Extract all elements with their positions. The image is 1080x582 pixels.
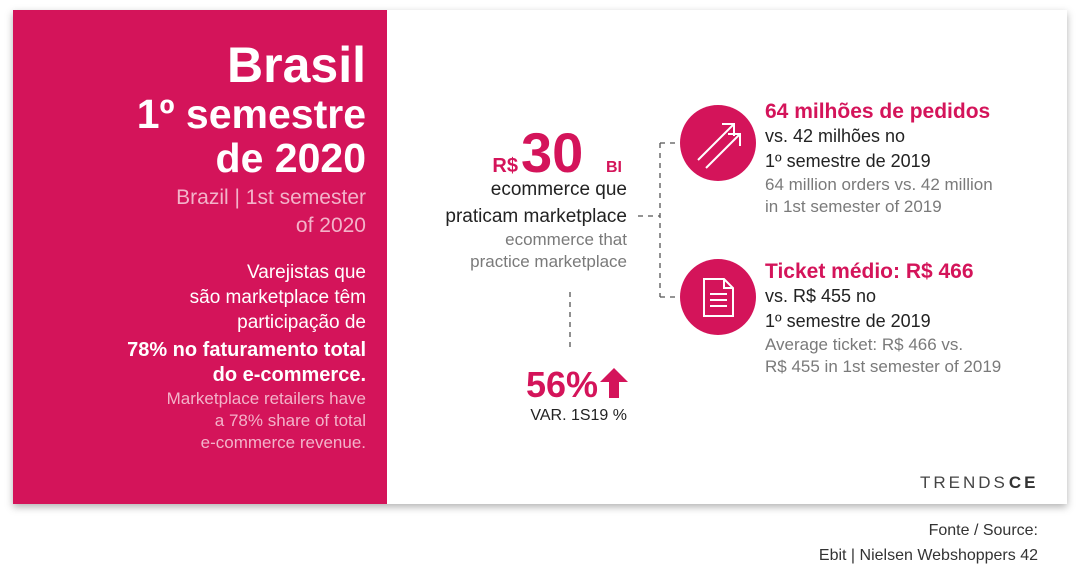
title: de 2020: [216, 135, 366, 181]
label-pt: ecommerce que: [491, 179, 627, 200]
stat-compare-pt: vs. R$ 455 no: [765, 286, 876, 306]
title: 1º semestre: [137, 91, 366, 137]
label-pt: praticam marketplace: [445, 206, 627, 227]
title: Brasil: [227, 37, 366, 93]
stat-compare-en: Average ticket: R$ 466 vs.: [765, 335, 963, 354]
stat-compare-en: in 1st semester of 2019: [765, 197, 942, 216]
text-en: e-commerce revenue.: [201, 433, 366, 452]
logo-bold: CE: [1009, 473, 1039, 492]
orders-icon: [680, 105, 756, 181]
text-pt: participação de: [237, 312, 366, 333]
stat-compare-en: R$ 455 in 1st semester of 2019: [765, 357, 1001, 376]
footer: Ebit | Nielsen Webshoppers 42: [819, 547, 1038, 564]
text-en: a 78% share of total: [215, 411, 366, 430]
stat-headline: Ticket médio: R$ 466: [765, 260, 974, 283]
stat-compare-en: 64 million orders vs. 42 million: [765, 175, 993, 194]
ticket-icon: [680, 259, 756, 335]
text-pt-bold: 78% no faturamento total: [127, 339, 366, 361]
currency: R$: [492, 155, 518, 177]
stat-compare-pt: 1º semestre de 2019: [765, 151, 931, 171]
text-pt-bold: do e-commerce.: [213, 364, 366, 386]
text-pt: são marketplace têm: [190, 287, 366, 308]
stat-compare-pt: 1º semestre de 2019: [765, 311, 931, 331]
label-en: practice marketplace: [470, 252, 627, 271]
unit: BI: [606, 159, 622, 176]
subtitle: Brazil | 1st semester: [176, 186, 366, 209]
logo: TRENDS: [920, 473, 1008, 492]
variation: 56%: [526, 364, 598, 405]
stat-compare-pt: vs. 42 milhões no: [765, 126, 905, 146]
connectors: [569, 142, 678, 352]
subtitle: of 2020: [296, 214, 366, 237]
ticket-document: [703, 278, 734, 317]
footer: Fonte / Source:: [929, 522, 1038, 539]
text-pt: Varejistas que: [247, 262, 366, 283]
orders-arrows: [697, 123, 741, 169]
variation-label: VAR. 1S19 %: [530, 407, 627, 424]
text-en: Marketplace retailers have: [167, 389, 366, 408]
stat-headline: 64 milhões de pedidos: [765, 100, 990, 123]
up-arrow: [600, 368, 628, 398]
label-en: ecommerce that: [505, 230, 627, 249]
amount: 30: [521, 121, 583, 184]
left-panel: [13, 10, 387, 504]
